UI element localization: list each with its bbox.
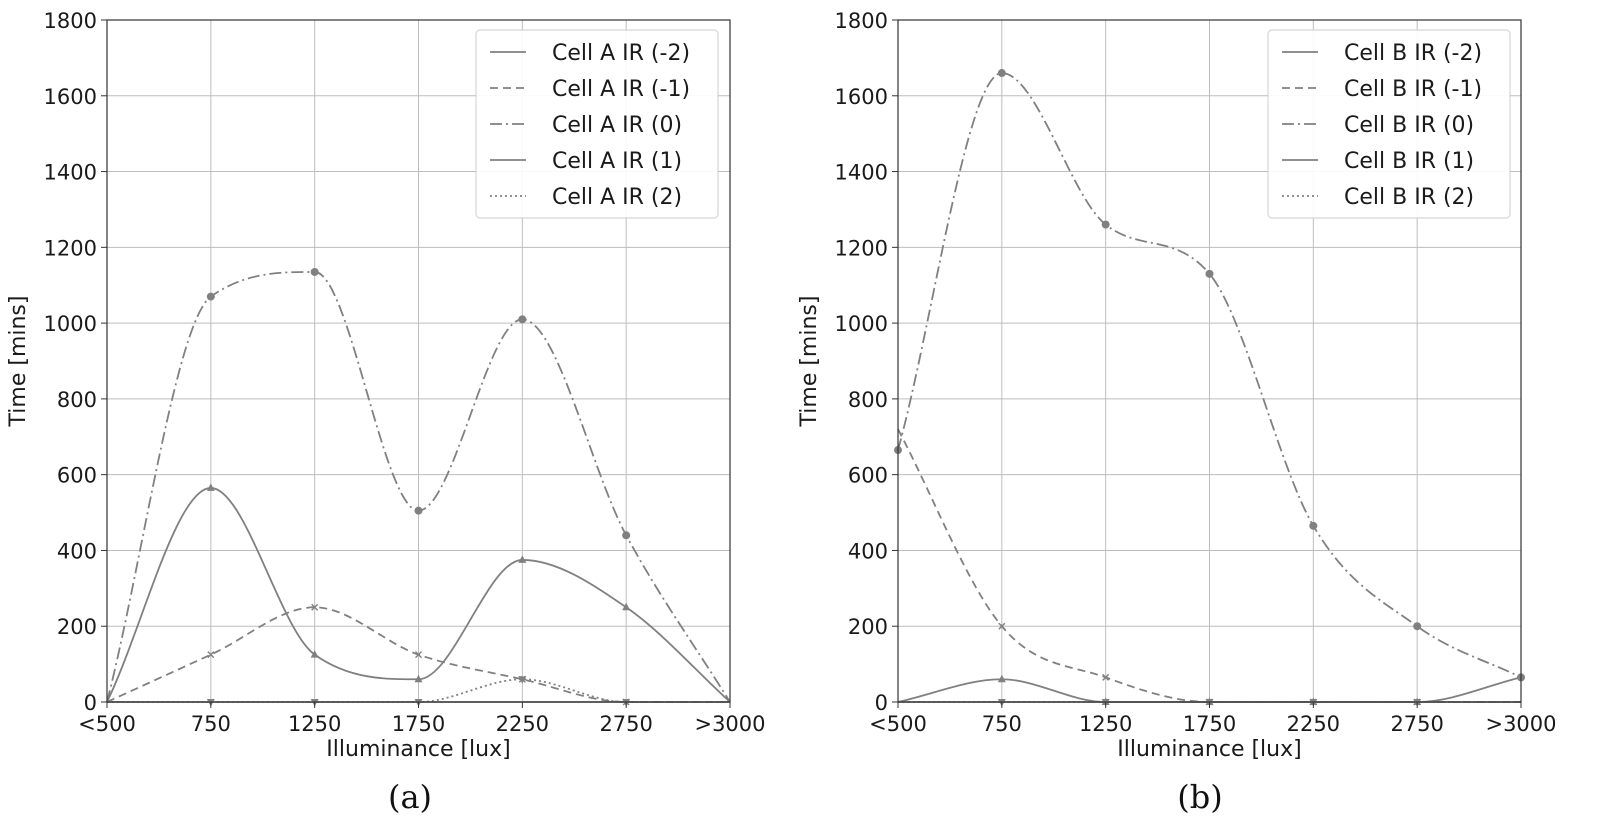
legend-label: Cell A IR (-1) (552, 77, 690, 102)
legend-box (475, 29, 719, 219)
x-tick-label: >3000 (694, 712, 765, 736)
data-point (1413, 622, 1422, 631)
y-tick-label: 1600 (44, 85, 97, 109)
y-tick-label: 400 (57, 539, 97, 563)
legend: Cell B IR (-2) Cell B IR (-1) Cell B IR (0… (1267, 29, 1511, 219)
data-point (310, 650, 319, 658)
data-point (997, 69, 1006, 78)
x-tick-label: 1750 (1183, 712, 1236, 736)
x-tick-label: 750 (982, 712, 1022, 736)
x-tick-label: 2250 (496, 712, 549, 736)
legend-label: Cell A IR (1) (552, 149, 682, 174)
y-tick-label: 1800 (44, 9, 97, 33)
data-point (414, 506, 423, 515)
y-tick-label: 800 (848, 388, 888, 412)
data-point (1205, 269, 1214, 278)
legend: Cell A IR (-2) Cell A IR (-1) Cell A IR (0… (475, 29, 719, 219)
chart-panel-b: <500 750 1250 1750 2250 2750 >3000 0 200 400 600 80… (797, 9, 1557, 816)
y-tick-label: 600 (57, 464, 97, 488)
x-tick-label: 750 (191, 712, 231, 736)
panel-caption: (a) (388, 778, 432, 816)
y-tick-label: 1400 (835, 161, 888, 185)
y-tick-label: 200 (848, 615, 888, 639)
data-point (518, 555, 527, 563)
tick-labels: <500 750 1250 1750 2250 2750 >3000 0 200 400 600 80… (44, 9, 766, 736)
data-point (1309, 521, 1318, 530)
x-tick-label: 2250 (1287, 712, 1340, 736)
legend-label: Cell B IR (0) (1344, 113, 1474, 138)
chart-panel-a: <500 750 1250 1750 2250 2750 >3000 0 200 400 600 80… (6, 9, 766, 816)
series-line-3 (106, 487, 731, 703)
data-point (414, 674, 423, 683)
data-point (518, 676, 527, 684)
x-tick-label: 2750 (599, 712, 652, 736)
legend-label: Cell A IR (0) (552, 113, 682, 138)
legend-label: Cell B IR (1) (1344, 149, 1474, 174)
tick-labels: <500 750 1250 1750 2250 2750 >3000 0 200 400 600 80… (835, 9, 1557, 736)
y-tick-label: 0 (84, 691, 97, 715)
legend-label: Cell A IR (-2) (552, 41, 690, 66)
data-point (310, 267, 319, 276)
y-tick-label: 1200 (44, 236, 97, 260)
x-tick-label: >3000 (1485, 712, 1556, 736)
x-tick-label: 1750 (392, 712, 445, 736)
y-tick-label: 1800 (835, 9, 888, 33)
y-axis-label: Time [mins] (6, 296, 31, 428)
data-point (998, 622, 1006, 630)
x-tick-label: <500 (869, 712, 927, 736)
y-tick-label: 0 (875, 691, 888, 715)
legend-label: Cell B IR (2) (1344, 185, 1474, 210)
data-point (207, 651, 215, 659)
data-point (206, 292, 215, 301)
y-tick-label: 1600 (835, 85, 888, 109)
x-tick-label: 1250 (288, 712, 341, 736)
y-tick-label: 800 (57, 388, 97, 412)
x-tick-label: 1250 (1079, 712, 1132, 736)
y-tick-label: 1000 (835, 312, 888, 336)
legend-box (1267, 29, 1511, 219)
x-axis-label: Illuminance [lux] (326, 737, 510, 762)
data-point (206, 483, 215, 491)
y-tick-label: 600 (848, 464, 888, 488)
y-tick-label: 400 (848, 539, 888, 563)
legend-label: Cell B IR (-2) (1344, 41, 1482, 66)
x-axis-label: Illuminance [lux] (1117, 737, 1301, 762)
y-tick-label: 1000 (44, 312, 97, 336)
data-point (622, 531, 631, 540)
data-point (518, 315, 527, 324)
x-tick-label: <500 (78, 712, 136, 736)
data-point (622, 602, 631, 611)
y-tick-label: 1400 (44, 161, 97, 185)
series-line-2 (897, 72, 1522, 679)
panel-caption: (b) (1177, 778, 1222, 816)
data-point (1102, 673, 1110, 681)
data-point (311, 603, 319, 611)
y-tick-label: 1200 (835, 236, 888, 260)
x-tick-label: 2750 (1390, 712, 1443, 736)
y-axis-label: Time [mins] (797, 296, 822, 428)
data-point (1101, 220, 1110, 229)
y-tick-label: 200 (57, 615, 97, 639)
legend-label: Cell B IR (-1) (1344, 77, 1482, 102)
legend-label: Cell A IR (2) (552, 185, 682, 210)
data-point (415, 651, 422, 659)
data-point (997, 674, 1006, 683)
